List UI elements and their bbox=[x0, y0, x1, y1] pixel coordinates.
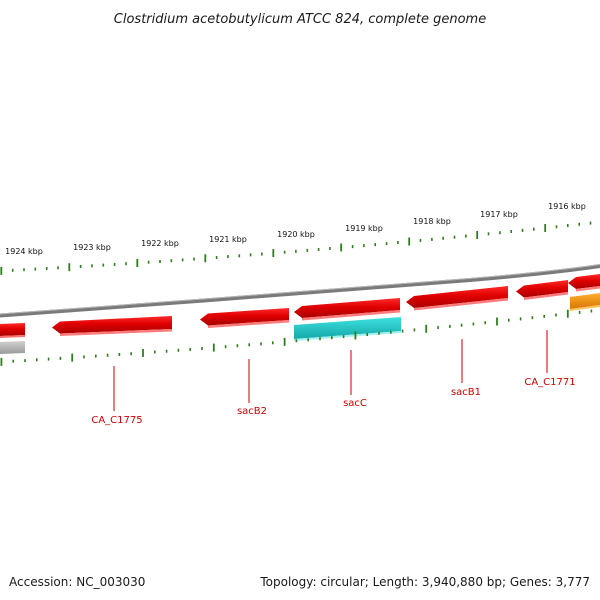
gene-label-sacb2[interactable]: sacB2 bbox=[237, 406, 267, 417]
gene-track bbox=[0, 274, 600, 354]
kbp-scale-ticks bbox=[0, 221, 592, 275]
gene-labels: CA_C1775 sacB2 sacC sacB1 CA_C1771 bbox=[91, 377, 575, 426]
gene-partial-left-gray[interactable] bbox=[0, 341, 25, 354]
gene-label-ca-c1771[interactable]: CA_C1771 bbox=[524, 377, 575, 388]
kbp-label: 1924 kbp bbox=[5, 247, 43, 256]
gene-sacb1[interactable] bbox=[406, 286, 508, 311]
kbp-scale-labels: 1924 kbp 1923 kbp 1922 kbp 1921 kbp 1920… bbox=[5, 202, 586, 256]
genome-backbone-highlight bbox=[0, 264, 600, 315]
kbp-label: 1922 kbp bbox=[141, 239, 179, 248]
gene-label-leaders bbox=[113, 330, 548, 411]
topology-summary: Topology: circular; Length: 3,940,880 bp… bbox=[259, 575, 590, 589]
gene-sacc[interactable] bbox=[294, 298, 400, 321]
gene-ca-c1775[interactable] bbox=[52, 316, 172, 336]
gene-sacb2[interactable] bbox=[200, 308, 289, 328]
gene-label-sacb1[interactable]: sacB1 bbox=[451, 387, 481, 398]
gene-ca-c1771[interactable] bbox=[516, 280, 568, 300]
kbp-label: 1921 kbp bbox=[209, 235, 247, 244]
kbp-label: 1918 kbp bbox=[413, 217, 451, 226]
kbp-label: 1919 kbp bbox=[345, 224, 383, 233]
gene-partial-left[interactable] bbox=[0, 323, 25, 338]
genome-backbone bbox=[0, 264, 600, 318]
accession-text: Accession: NC_003030 bbox=[9, 575, 145, 589]
map-title: Clostridium acetobutylicum ATCC 824, com… bbox=[114, 12, 486, 27]
kbp-label: 1917 kbp bbox=[480, 210, 518, 219]
kbp-label: 1920 kbp bbox=[277, 230, 315, 239]
gene-label-ca-c1775[interactable]: CA_C1775 bbox=[91, 415, 142, 426]
gene-partial-right[interactable] bbox=[568, 274, 600, 292]
kbp-label: 1923 kbp bbox=[73, 243, 111, 252]
gene-label-sacc[interactable]: sacC bbox=[343, 398, 367, 409]
kbp-label: 1916 kbp bbox=[548, 202, 586, 211]
lower-scale-ticks bbox=[0, 309, 593, 366]
gene-sacc-overlap-cyan[interactable] bbox=[294, 317, 401, 341]
gene-partial-right-orange[interactable] bbox=[570, 293, 600, 311]
